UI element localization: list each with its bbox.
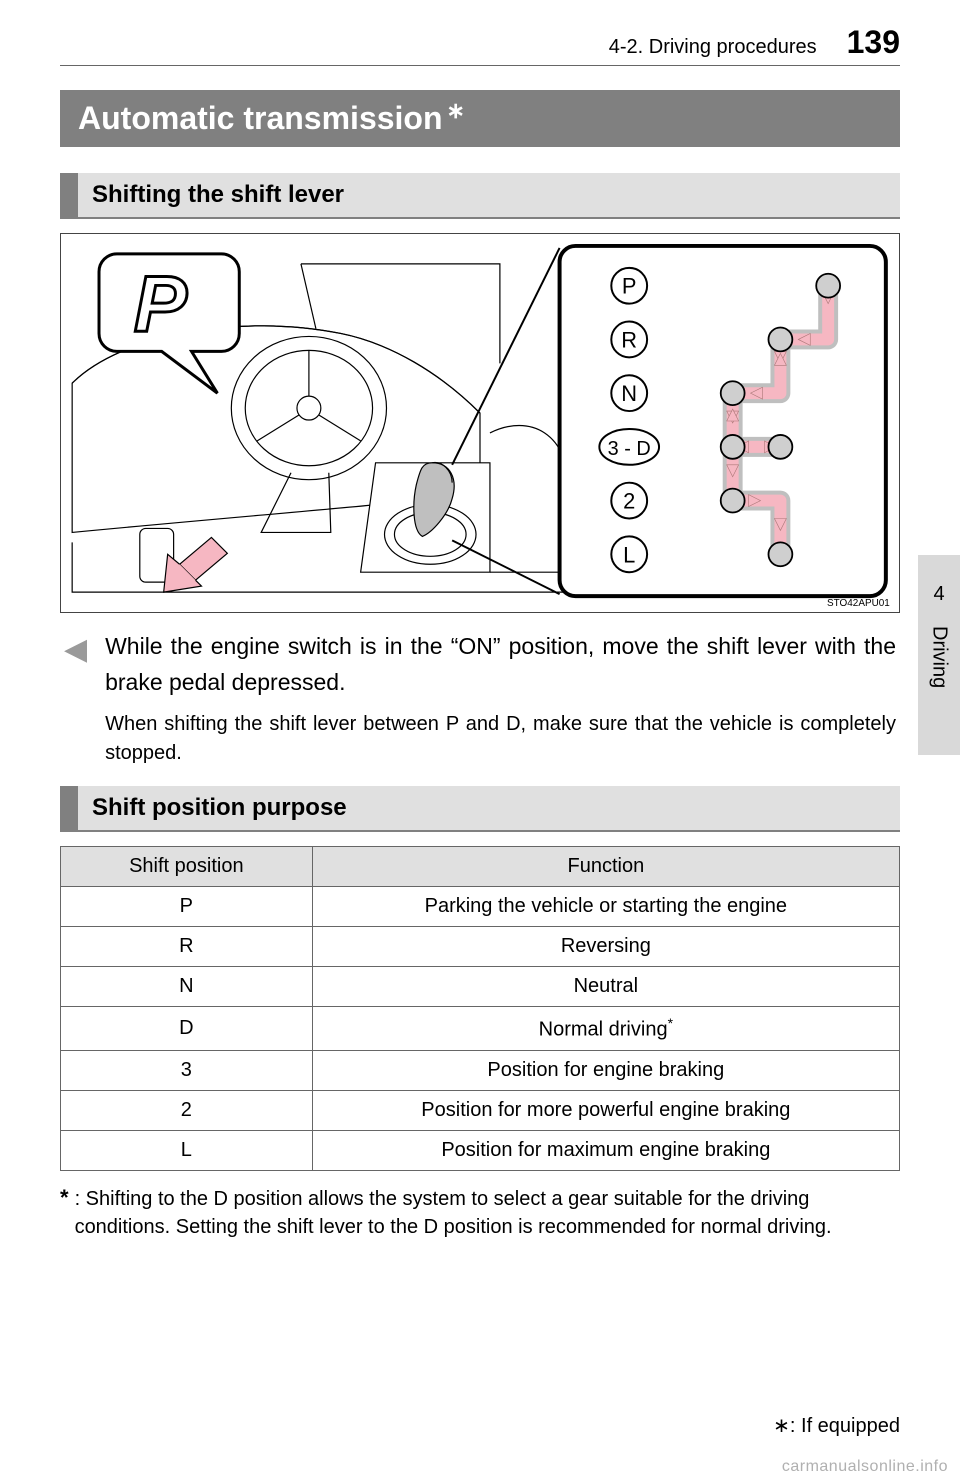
shift-position-table: Shift position Function PParking the veh… bbox=[60, 846, 900, 1171]
table-header-function: Function bbox=[312, 847, 899, 887]
cell-position: N bbox=[61, 967, 313, 1007]
cell-position: R bbox=[61, 927, 313, 967]
cell-position: P bbox=[61, 887, 313, 927]
footnote-text: : Shifting to the D position allows the … bbox=[75, 1185, 900, 1241]
page-title-bar: Automatic transmission∗ bbox=[60, 90, 900, 147]
flow-arrow-icon: ◀ bbox=[64, 629, 87, 768]
page-number: 139 bbox=[847, 24, 900, 61]
cell-function: Parking the vehicle or starting the engi… bbox=[312, 887, 899, 927]
svg-text:P: P bbox=[622, 274, 637, 299]
header-rule bbox=[60, 65, 900, 66]
table-header-position: Shift position bbox=[61, 847, 313, 887]
sub-paragraph: When shifting the shift lever between P … bbox=[105, 710, 896, 768]
table-row: 2Position for more powerful engine braki… bbox=[61, 1090, 900, 1130]
cell-function: Reversing bbox=[312, 927, 899, 967]
svg-text:2: 2 bbox=[623, 489, 635, 514]
svg-text:L: L bbox=[623, 542, 635, 567]
footnote-star: * bbox=[60, 1185, 69, 1241]
table-row: LPosition for maximum engine braking bbox=[61, 1130, 900, 1170]
section-heading-purpose: Shift position purpose bbox=[60, 786, 900, 832]
section-heading-shifting: Shifting the shift lever bbox=[60, 173, 900, 219]
section-marker bbox=[60, 786, 78, 832]
page-title-text: Automatic transmission bbox=[78, 100, 443, 137]
cell-function: Normal driving* bbox=[312, 1007, 899, 1051]
section-heading-text: Shifting the shift lever bbox=[78, 173, 900, 219]
chapter-tab-label: Driving bbox=[928, 626, 951, 688]
cell-function: Position for engine braking bbox=[312, 1050, 899, 1090]
figure-code: STO42APU01 bbox=[827, 598, 890, 609]
svg-text:3 - D: 3 - D bbox=[608, 438, 651, 460]
svg-text:R: R bbox=[621, 327, 637, 352]
table-row: PParking the vehicle or starting the eng… bbox=[61, 887, 900, 927]
chapter-tab: 4 Driving bbox=[918, 555, 960, 755]
footnote: * : Shifting to the D position allows th… bbox=[60, 1185, 900, 1241]
chapter-tab-number: 4 bbox=[933, 583, 944, 606]
table-row: 3Position for engine braking bbox=[61, 1050, 900, 1090]
cell-function: Neutral bbox=[312, 967, 899, 1007]
equipped-note: ∗: If equipped bbox=[773, 1413, 900, 1438]
table-row: NNeutral bbox=[61, 967, 900, 1007]
cell-function: Position for maximum engine braking bbox=[312, 1130, 899, 1170]
title-star: ∗ bbox=[447, 98, 465, 124]
cell-star: * bbox=[668, 1015, 673, 1031]
cell-position: 2 bbox=[61, 1090, 313, 1130]
watermark: carmanualsonline.info bbox=[782, 1458, 948, 1476]
main-paragraph: While the engine switch is in the “ON” p… bbox=[105, 629, 896, 700]
table-row: RReversing bbox=[61, 927, 900, 967]
svg-text:N: N bbox=[621, 381, 637, 406]
figure-shift-lever: P P R N 3 - D 2 L bbox=[60, 233, 900, 613]
cell-position: L bbox=[61, 1130, 313, 1170]
section-marker bbox=[60, 173, 78, 219]
p-icon: P bbox=[134, 259, 188, 348]
section-path: 4-2. Driving procedures bbox=[609, 36, 817, 59]
cell-function: Position for more powerful engine brakin… bbox=[312, 1090, 899, 1130]
cell-position: 3 bbox=[61, 1050, 313, 1090]
cell-position: D bbox=[61, 1007, 313, 1051]
section-heading-text-2: Shift position purpose bbox=[78, 786, 900, 832]
table-row: DNormal driving* bbox=[61, 1007, 900, 1051]
